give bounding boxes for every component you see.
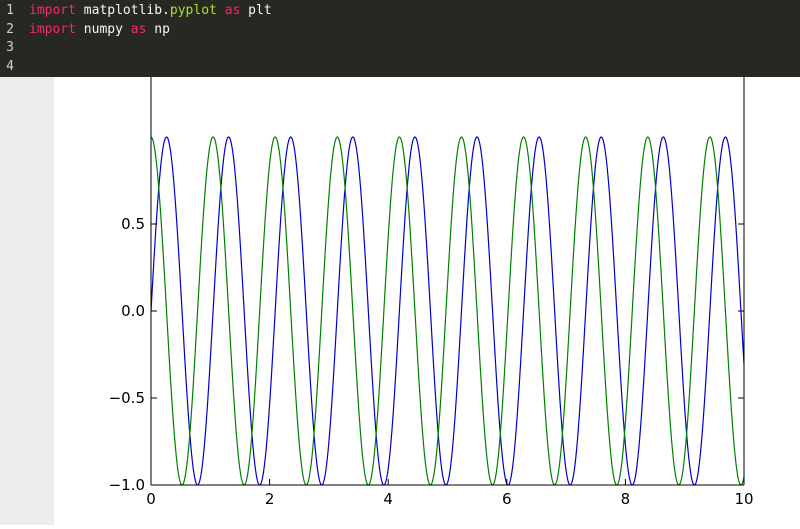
series-layer <box>150 136 745 486</box>
x-tick-label: 10 <box>734 490 753 508</box>
code-line[interactable]: 2 import numpy as np <box>0 21 170 39</box>
code-token: matplotlib. <box>75 3 170 18</box>
axes-layer <box>150 72 745 486</box>
y-tick-label: 0.5 <box>121 215 145 233</box>
x-tick-label: 8 <box>621 490 631 508</box>
line-number: 1 <box>6 3 14 18</box>
x-tick-label: 6 <box>502 490 512 508</box>
line-plot: 0 2 4 6 8 10 −1.0 −0.5 0.0 0.5 <box>109 72 754 508</box>
keyword-token: as <box>224 3 241 18</box>
output-gutter <box>0 77 54 525</box>
code-token: np <box>146 21 170 37</box>
attribute-token: pyplot <box>169 3 217 18</box>
code-line[interactable]: 4 <box>0 58 29 76</box>
keyword-token: import <box>29 21 76 37</box>
keyword-token: as <box>130 21 147 37</box>
line-code: import matplotlib.pyplot as plt <box>29 3 272 18</box>
ticks-layer: 0 2 4 6 8 10 −1.0 −0.5 0.0 0.5 <box>109 215 754 508</box>
code-line[interactable]: 3 <box>0 39 29 57</box>
code-token: numpy <box>75 21 131 37</box>
keyword-token: import <box>29 3 76 18</box>
x-tick-label: 2 <box>265 490 275 508</box>
code-editor[interactable]: 1 import matplotlib.pyplot as plt 2 import … <box>0 0 800 77</box>
series-green-line <box>150 136 745 486</box>
y-tick-label: 0.0 <box>121 302 145 320</box>
x-tick-label: 0 <box>146 490 156 508</box>
y-tick-label: −0.5 <box>109 389 145 407</box>
code-line[interactable]: 1 import matplotlib.pyplot as plt <box>0 2 272 20</box>
line-number: 4 <box>6 58 14 74</box>
plot-output: 0 2 4 6 8 10 −1.0 −0.5 0.0 0.5 <box>54 72 800 525</box>
code-token <box>217 3 225 18</box>
line-number: 2 <box>6 21 14 37</box>
line-code: import numpy as np <box>29 22 170 37</box>
series-blue-line <box>150 136 745 486</box>
y-tick-label: −1.0 <box>109 476 145 494</box>
code-token: plt <box>240 3 272 18</box>
line-number: 3 <box>6 40 14 55</box>
x-tick-label: 4 <box>383 490 393 508</box>
